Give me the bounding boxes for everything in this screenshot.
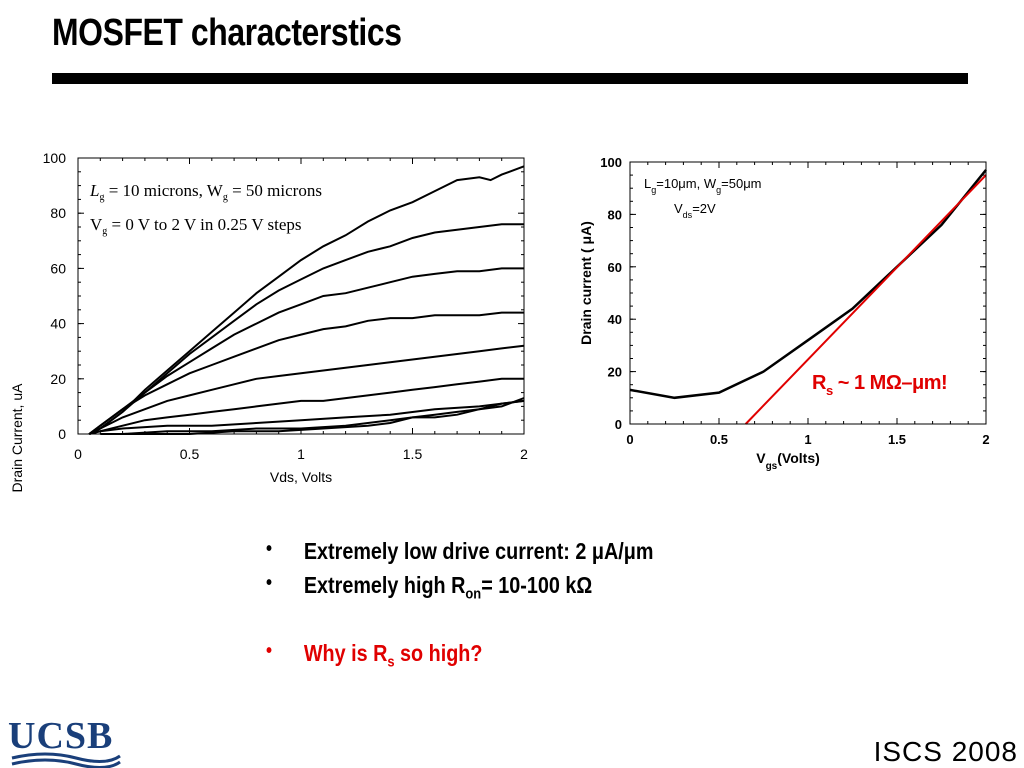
ucsb-logo: UCSB (8, 715, 121, 768)
y-tick-label: 100 (43, 150, 67, 166)
y-tick-label: 100 (600, 155, 622, 170)
y-tick-label: 60 (608, 260, 622, 275)
annotation-drain-voltage: Vds=2V (674, 201, 716, 220)
y-tick-label: 80 (608, 207, 622, 222)
series-line-3 (88, 267, 524, 435)
x-axis-label: Vgs(Volts) (756, 450, 820, 472)
footer-conference: ISCS 2008 (873, 736, 1018, 767)
title-rule (52, 73, 968, 84)
x-axis-label: Vds, Volts (270, 469, 332, 485)
bullet-marker: • (266, 640, 273, 662)
x-tick-label: 0 (74, 446, 82, 462)
y-tick-label: 40 (608, 312, 622, 327)
x-tick-label: 1.5 (888, 432, 906, 447)
plot-frame (77, 157, 525, 435)
series-line-4 (88, 311, 524, 435)
annotation-gate-voltage-steps: Vg = 0 V to 2 V in 0.25 V steps (90, 215, 302, 237)
bullet-marker: • (266, 538, 273, 560)
x-tick-label: 0.5 (180, 446, 200, 462)
bullet-marker: • (266, 572, 273, 594)
linear-fit-line (744, 174, 987, 425)
source-resistance-label: Rs ~ 1 MΩ–μm! (812, 372, 947, 398)
series-line-7 (88, 399, 525, 435)
slide-title: MOSFET characterstics (52, 12, 402, 54)
y-tick-label: 60 (50, 260, 66, 276)
x-tick-label: 2 (520, 446, 528, 462)
y-tick-label: 20 (50, 371, 66, 387)
annotation-gate-dimensions: Lg=10μm, Wg=50μm (644, 176, 762, 195)
y-tick-label: 40 (50, 316, 66, 332)
y-tick-label: 20 (608, 365, 622, 380)
y-tick-label: 0 (58, 426, 66, 442)
annotation-gate-dimensions: Lg = 10 microns, Wg = 50 microns (89, 181, 322, 203)
series-line-5 (88, 344, 525, 435)
y-tick-label: 0 (615, 417, 622, 432)
logo-wordmark: UCSB (8, 715, 113, 757)
x-tick-label: 1 (804, 432, 811, 447)
y-axis-label: Drain Current, uA (9, 383, 25, 493)
y-tick-label: 80 (50, 205, 66, 221)
x-tick-label: 0 (626, 432, 633, 447)
series-line-1 (88, 165, 525, 435)
x-tick-label: 1.5 (403, 446, 423, 462)
x-tick-label: 1 (297, 446, 305, 462)
y-axis-label: Drain current ( μA) (578, 221, 594, 345)
series-line-1 (629, 169, 987, 400)
series-line-6 (88, 377, 524, 435)
plot-frame (629, 161, 987, 425)
x-tick-label: 2 (982, 432, 989, 447)
x-tick-label: 0.5 (710, 432, 728, 447)
